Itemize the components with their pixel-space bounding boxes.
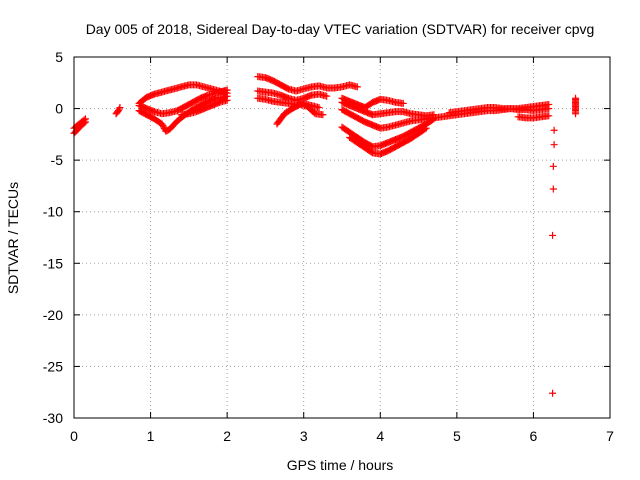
series-pass-16 [514, 112, 553, 122]
data-point [421, 125, 429, 133]
data-point [549, 389, 557, 397]
data-point [319, 111, 327, 119]
y-tick-label: 5 [55, 49, 63, 65]
plot-frame [73, 56, 611, 419]
y-tick-label: -25 [43, 358, 63, 374]
data-point [315, 104, 323, 112]
series-pass-5 [254, 73, 361, 95]
y-axis-label: SDTVAR / TECUs [5, 182, 21, 294]
data-point [399, 99, 407, 107]
y-tick-label: -10 [43, 204, 63, 220]
series-pass-4 [177, 96, 231, 119]
data-point [223, 86, 231, 94]
data-point [550, 126, 558, 134]
data-point [81, 115, 89, 123]
data-point [550, 141, 558, 149]
x-tick-label: 4 [376, 428, 384, 444]
series-outliers [549, 126, 558, 397]
data-point [545, 105, 553, 113]
data-point [115, 105, 123, 113]
y-tick-label: -30 [43, 410, 63, 426]
x-tick-label: 6 [530, 428, 538, 444]
x-tick-label: 5 [453, 428, 461, 444]
y-tick-label: -15 [43, 255, 63, 271]
x-axis-label: GPS time / hours [287, 457, 394, 473]
data-point [549, 185, 557, 193]
chart-title: Day 005 of 2018, Sidereal Day-to-day VTE… [86, 21, 595, 37]
series-pass-17 [572, 94, 580, 118]
series-early-c [112, 104, 124, 118]
data-point [549, 231, 557, 239]
data-point [114, 107, 122, 115]
series-pass-8 [273, 100, 327, 128]
x-tick-label: 1 [147, 428, 155, 444]
series-pass-15 [445, 104, 553, 117]
x-tick-label: 2 [223, 428, 231, 444]
y-tick-label: -20 [43, 307, 63, 323]
axis-ticks: 0 1 2 3 4 5 6 7 5 0 -5 -10 -15 -20 -25 -30 [43, 49, 614, 444]
y-tick-label: -5 [51, 152, 64, 168]
data-point [116, 104, 124, 112]
data-point [223, 96, 231, 104]
data-point [353, 83, 361, 91]
x-tick-label: 7 [606, 428, 614, 444]
data-point [80, 116, 88, 124]
data-point [549, 162, 557, 170]
series-pass-2 [135, 86, 231, 118]
x-tick-label: 0 [70, 428, 78, 444]
data-point [572, 110, 580, 118]
series-pass-13 [346, 124, 430, 158]
data-point [422, 124, 430, 132]
y-tick-label: 0 [55, 101, 63, 117]
data-points [70, 73, 580, 397]
x-tick-label: 3 [300, 428, 308, 444]
data-point [545, 112, 553, 120]
data-point [323, 92, 331, 100]
